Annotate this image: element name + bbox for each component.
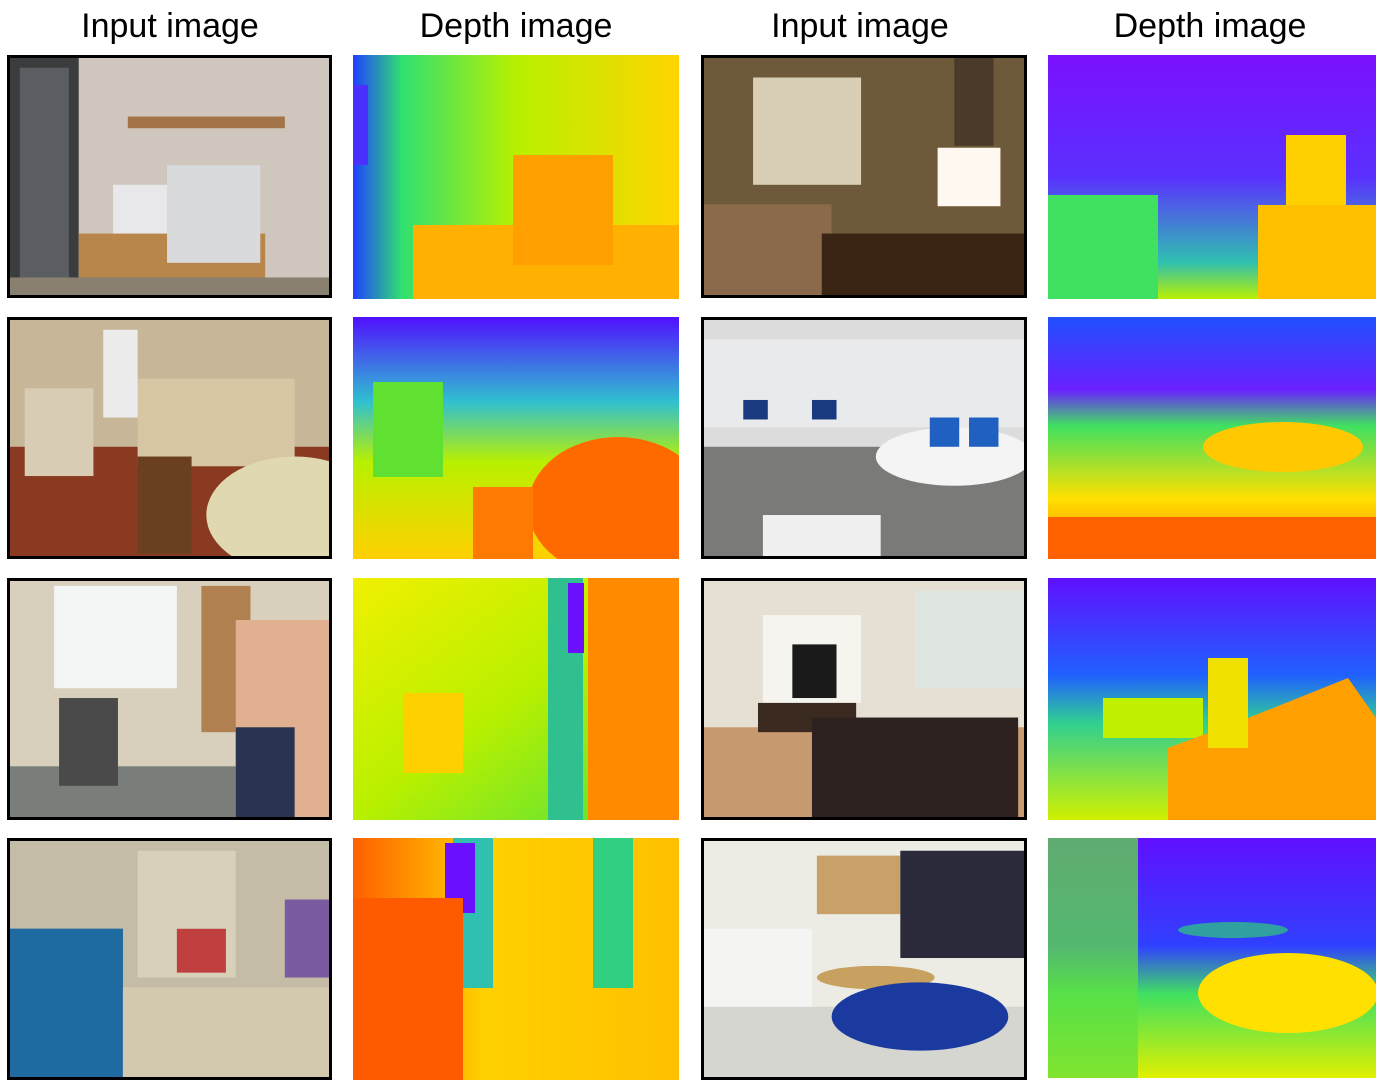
depth-image-computer-lab [1048,317,1376,559]
input-image-office-printer [7,55,332,298]
depth-image-bedroom-lamp [1048,55,1376,299]
input-image-living-room-fireplace [701,578,1027,820]
column-header-2: Depth image [419,7,613,45]
column-header-3: Input image [771,7,949,45]
input-image-whiteboard-man [7,578,332,820]
input-image-computer-lab [701,317,1027,559]
depth-image-living-room-fireplace [1048,578,1376,820]
depth-image-classroom [1048,838,1376,1078]
depth-image-office-printer [353,55,679,299]
depth-image-bookshelf-room [353,838,679,1080]
input-image-classroom [701,838,1027,1080]
depth-image-kitchen-table [353,317,679,559]
input-image-kitchen-table [7,317,332,559]
column-header-1: Input image [81,7,259,45]
input-image-bedroom-lamp [701,55,1027,298]
input-image-bookshelf-room [7,838,332,1080]
depth-image-whiteboard-man [353,578,679,820]
column-header-4: Depth image [1113,7,1307,45]
